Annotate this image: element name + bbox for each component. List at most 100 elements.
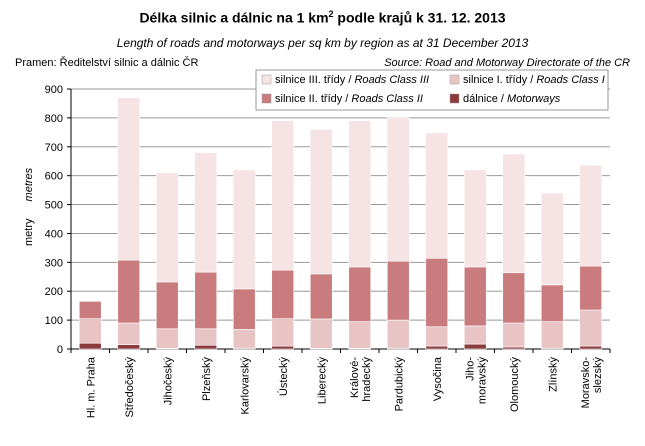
chart-subtitle: Length of roads and motorways per sq km … xyxy=(116,36,529,50)
bar-segment-class2 xyxy=(502,272,526,324)
bar-segment-class2 xyxy=(232,288,256,330)
y-tick-label: 200 xyxy=(45,286,63,298)
bar-segment-class3 xyxy=(386,117,410,262)
chart-title: Délka silnic a dálnic na 1 km2 podle kra… xyxy=(139,9,506,26)
legend-swatch-class2 xyxy=(261,93,272,104)
x-tick-label-line: Plzeňský xyxy=(201,357,213,402)
x-tick-label-line: slezský xyxy=(592,357,604,394)
legend-label-cs: silnice II. třídy / xyxy=(275,93,351,105)
bar-segment-class1 xyxy=(348,321,372,349)
x-tick-label-line: Liberecký xyxy=(316,357,328,405)
x-tick-label-line: Jihočeský xyxy=(162,357,174,406)
legend-label-class3: silnice III. třídy / Roads Class III xyxy=(275,74,429,86)
x-tick-label: Králové-hradecký xyxy=(349,357,373,402)
y-tick-label: 500 xyxy=(45,200,63,212)
legend-label-motorways: dálnice / Motorways xyxy=(463,93,561,105)
bar-segment-class2 xyxy=(155,281,179,330)
y-tick-label: 600 xyxy=(45,171,63,183)
y-axis-label: metry metres xyxy=(23,167,35,246)
bar-segment-class1 xyxy=(579,309,603,347)
legend-label-cs: silnice I. třídy / xyxy=(463,74,536,86)
x-tick-label: Jiho-moravský xyxy=(464,357,488,405)
x-tick-label: Zlínský xyxy=(547,357,559,392)
bar-segment-class2 xyxy=(425,257,449,328)
legend-box xyxy=(255,69,609,111)
x-tick-label-line: Vysočina xyxy=(432,356,444,401)
x-tick-label: Ústecký xyxy=(277,357,290,397)
x-tick-label: Plzeňský xyxy=(201,357,213,402)
x-tick-label-line: Olomoucký xyxy=(509,357,521,413)
bar-segment-class3 xyxy=(463,169,487,268)
x-tick-label: Liberecký xyxy=(316,357,328,405)
legend-label-en: Roads Class III xyxy=(354,74,429,86)
x-tick-label-line: moravský xyxy=(476,357,488,405)
bar-segment-class1 xyxy=(155,328,179,349)
y-tick-label: 0 xyxy=(57,344,63,356)
legend-swatch-class1 xyxy=(449,74,460,85)
legend-swatch-class3 xyxy=(261,74,272,85)
y-tick-label: 800 xyxy=(45,113,63,125)
legend-label-class2: silnice II. třídy / Roads Class II xyxy=(275,93,423,105)
bar-segment-class3 xyxy=(155,172,179,283)
x-tick-label-line: Zlínský xyxy=(547,357,559,392)
bar-segment-motorways xyxy=(425,345,449,350)
source-en: Source: Road and Motorway Directorate of… xyxy=(384,57,630,69)
y-axis-label-cs: metry xyxy=(23,215,35,246)
bar-segment-class3 xyxy=(271,120,295,271)
legend-label-en: Roads Class I xyxy=(536,74,604,86)
bar-segment-motorways xyxy=(579,345,603,350)
x-tick-label: Pardubický xyxy=(393,357,405,412)
x-tick-label-line: Ústecký xyxy=(277,357,290,397)
bar-segment-class3 xyxy=(117,97,141,261)
y-tick-label: 700 xyxy=(45,142,63,154)
legend-label-en: Roads Class II xyxy=(351,93,423,105)
bar-segment-class3 xyxy=(348,120,372,268)
legend-label-cs: silnice III. třídy / xyxy=(275,74,354,86)
x-tick-label-line: Karlovarský xyxy=(239,357,251,415)
bar-segment-motorways xyxy=(78,342,102,350)
bar-segment-class2 xyxy=(579,265,603,311)
bar-segment-class1 xyxy=(425,326,449,347)
x-tick-label-line: Jiho- xyxy=(464,357,476,381)
bar-segment-class2 xyxy=(348,266,372,322)
y-tick-label: 100 xyxy=(45,315,63,327)
bar-segment-class3 xyxy=(194,152,218,273)
bar-segment-class2 xyxy=(78,301,102,319)
x-tick-label: Hl. m. Praha xyxy=(85,356,97,418)
bar-segment-class2 xyxy=(540,284,564,322)
bar-segment-motorways xyxy=(117,344,141,350)
x-tick-label: Vysočina xyxy=(432,356,444,401)
bar-segment-class1 xyxy=(194,328,218,346)
x-tick-label: Moravsko-slezský xyxy=(580,357,604,409)
bar-segment-motorways xyxy=(271,345,295,350)
x-tick-label: Středočeský xyxy=(124,357,136,418)
bar-segment-class1 xyxy=(117,322,141,345)
bar-segment-class3 xyxy=(579,164,603,267)
bar-segment-motorways xyxy=(502,346,526,350)
legend-label-en: Motorways xyxy=(507,93,561,105)
legend-label-cs: dálnice / xyxy=(463,93,507,105)
y-tick-label: 900 xyxy=(45,84,63,96)
bar-segment-class2 xyxy=(309,273,333,320)
bar-segment-class1 xyxy=(540,321,564,349)
x-tick-label-line: Králové- xyxy=(349,357,361,398)
bar-segment-class3 xyxy=(540,192,564,286)
bar-segment-class1 xyxy=(463,325,487,345)
y-tick-label: 400 xyxy=(45,228,63,240)
bar-segment-class3 xyxy=(425,132,449,259)
x-tick-label: Karlovarský xyxy=(239,357,251,415)
bar-segment-class2 xyxy=(194,271,218,330)
bar-segment-class2 xyxy=(117,259,141,324)
x-tick-label-line: Hl. m. Praha xyxy=(85,356,97,418)
bar-segment-class1 xyxy=(232,329,256,349)
bar-segment-motorways xyxy=(194,344,218,350)
source-cs: Pramen: Ředitelství silnic a dálnic ČR xyxy=(15,57,199,69)
bar-segment-class2 xyxy=(271,269,295,319)
y-tick-label: 300 xyxy=(45,257,63,269)
x-tick-label-line: Pardubický xyxy=(393,357,405,412)
bar-segment-class1 xyxy=(271,318,295,347)
bar-segment-class2 xyxy=(386,260,410,321)
bar-segment-class1 xyxy=(78,318,102,344)
x-tick-label-line: Moravsko- xyxy=(580,357,592,409)
bar-segment-class3 xyxy=(309,129,333,275)
